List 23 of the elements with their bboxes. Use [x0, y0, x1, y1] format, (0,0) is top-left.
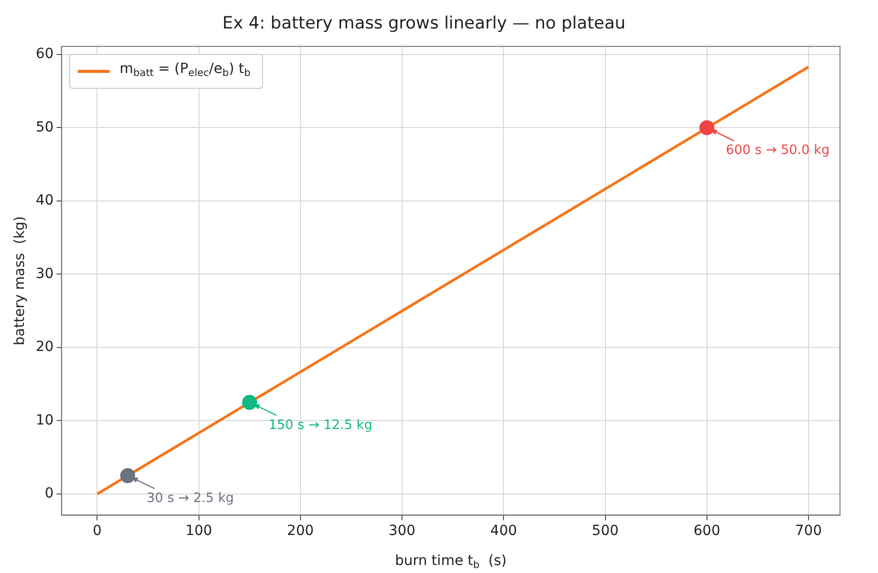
- y-tick-label: 0: [44, 486, 54, 502]
- x-tick-label: 100: [185, 523, 212, 540]
- point: [120, 468, 136, 484]
- x-tick-label: 0: [92, 523, 102, 540]
- point: [699, 120, 714, 136]
- y-tick-label: 20: [36, 339, 54, 356]
- y-tick-label: 60: [36, 46, 54, 62]
- annotation: 30 s → 2.5 kg: [146, 491, 234, 506]
- y-tick-label: 10: [36, 412, 54, 428]
- y-tick-label: 50: [36, 119, 54, 136]
- x-tick-label: 700: [795, 523, 822, 540]
- annotation: 600 s → 50.0 kg: [726, 143, 830, 158]
- y-axis-title: battery mass (kg): [12, 216, 28, 346]
- annotation: 150 s → 12.5 kg: [268, 418, 372, 433]
- y-tick-label: 30: [36, 266, 54, 282]
- x-tick-label: 500: [592, 523, 619, 540]
- y-tick-label: 40: [36, 192, 54, 209]
- x-tick-label: 300: [388, 523, 416, 540]
- x-tick-label: 600: [694, 523, 720, 540]
- chart-title: Ex 4: battery mass grows linearly — no plateau: [222, 14, 626, 34]
- point: [242, 394, 258, 410]
- x-tick-label: 400: [490, 523, 518, 540]
- x-tick-label: 200: [287, 523, 314, 540]
